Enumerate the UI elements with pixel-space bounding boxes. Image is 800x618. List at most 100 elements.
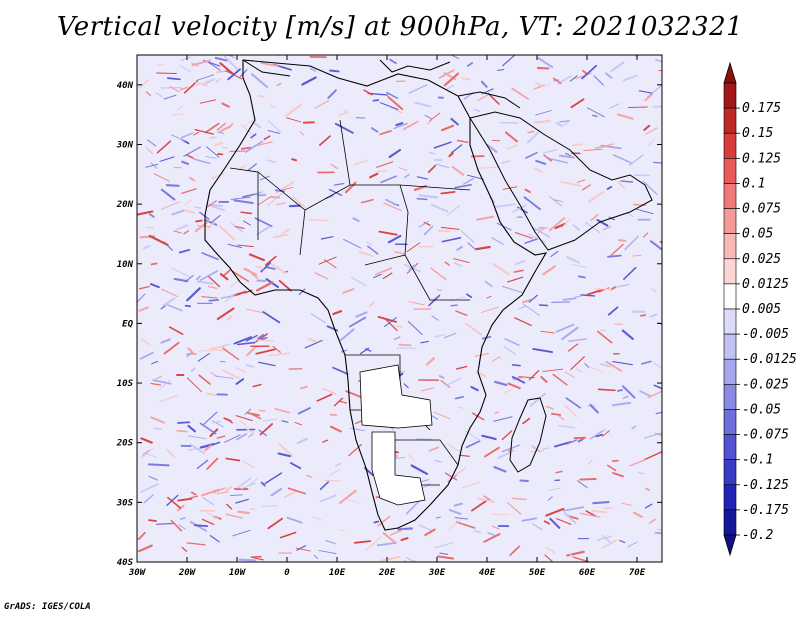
field-streak (605, 360, 622, 372)
field-streak (240, 420, 247, 427)
field-streak (156, 140, 172, 154)
field-streak (231, 270, 250, 283)
field-streak (142, 245, 151, 250)
field-streak (574, 295, 582, 298)
colorbar-top-arrow (723, 61, 737, 84)
field-streak (160, 86, 182, 89)
grads-credit: GrADS: IGES/COLA (4, 602, 91, 612)
field-streak (262, 311, 281, 324)
field-streak (223, 269, 231, 276)
field-streak (193, 524, 209, 527)
field-streak (160, 305, 166, 310)
field-streak (521, 298, 532, 304)
field-streak (189, 521, 208, 532)
field-streak (450, 117, 459, 126)
field-streak (436, 289, 443, 291)
field-streak (284, 103, 303, 117)
field-streak (655, 411, 662, 415)
field-streak (360, 198, 374, 204)
field-streak (335, 462, 342, 467)
colorbar-label: -0.1 (742, 453, 773, 468)
field-streak (159, 156, 175, 162)
field-streak (477, 94, 489, 102)
field-streak (590, 213, 599, 221)
field-streak (394, 251, 405, 255)
field-streak (332, 366, 349, 375)
field-streak (610, 61, 625, 72)
field-streak (276, 202, 286, 205)
field-streak (545, 507, 565, 517)
field-streak (587, 459, 593, 465)
field-streak (589, 430, 604, 440)
field-streak (492, 356, 501, 362)
field-streak (270, 196, 281, 199)
field-streak (352, 217, 360, 223)
field-streak (179, 86, 189, 91)
field-streak (387, 234, 402, 244)
field-streak (483, 495, 491, 501)
field-streak (145, 91, 152, 97)
field-streak (565, 152, 571, 156)
field-streak (514, 231, 533, 239)
field-streak (196, 280, 215, 285)
colorbar-swatch (723, 333, 737, 360)
field-streak (464, 322, 483, 336)
field-streak (167, 496, 182, 509)
field-streak (440, 379, 451, 388)
field-streak (372, 99, 380, 102)
field-streak (211, 420, 224, 428)
field-streak (178, 248, 191, 254)
field-streak (494, 203, 516, 208)
field-streak (627, 106, 648, 108)
field-streak (353, 540, 372, 544)
field-streak (528, 294, 538, 303)
field-streak (436, 555, 454, 560)
field-streak (223, 55, 238, 70)
colorbar-label: 0.05 (742, 227, 773, 242)
field-streak (395, 325, 403, 328)
field-streak (180, 132, 194, 139)
field-streak (376, 161, 394, 168)
field-streak (176, 429, 188, 433)
field-streak (211, 214, 221, 223)
field-streak (160, 201, 180, 210)
coastlines (204, 59, 653, 531)
field-streak (461, 481, 481, 489)
field-streak (149, 283, 160, 289)
field-streak (246, 345, 258, 357)
field-streak (237, 510, 250, 515)
field-streak (420, 340, 429, 344)
field-streak (542, 368, 564, 373)
field-streak (245, 334, 258, 342)
field-streak (438, 375, 445, 379)
field-streak (224, 486, 233, 492)
field-streak (304, 339, 323, 349)
field-streak (201, 518, 215, 526)
field-streak (444, 472, 458, 481)
colorbar-swatch (723, 283, 737, 310)
field-streak (334, 122, 354, 134)
field-streak (557, 424, 576, 429)
field-streak (257, 95, 265, 98)
field-streak (147, 463, 170, 467)
field-streak (477, 497, 495, 503)
field-streak (206, 203, 224, 207)
field-streak (218, 224, 236, 241)
field-streak (537, 227, 546, 234)
colorbar-swatch (723, 258, 737, 285)
field-streak (609, 103, 620, 109)
field-streak (599, 363, 612, 368)
field-streak (250, 73, 269, 89)
field-streak (148, 475, 158, 481)
field-streak (281, 420, 289, 423)
lat-tick-label: 40S (117, 558, 134, 568)
field-streak (183, 80, 199, 94)
field-streak (312, 516, 323, 521)
field-streak (659, 240, 662, 244)
field-streak (268, 352, 291, 357)
field-streak (501, 160, 511, 164)
field-streak (643, 432, 662, 439)
field-streak (344, 497, 361, 504)
field-streak (140, 338, 151, 346)
field-streak (540, 330, 555, 334)
